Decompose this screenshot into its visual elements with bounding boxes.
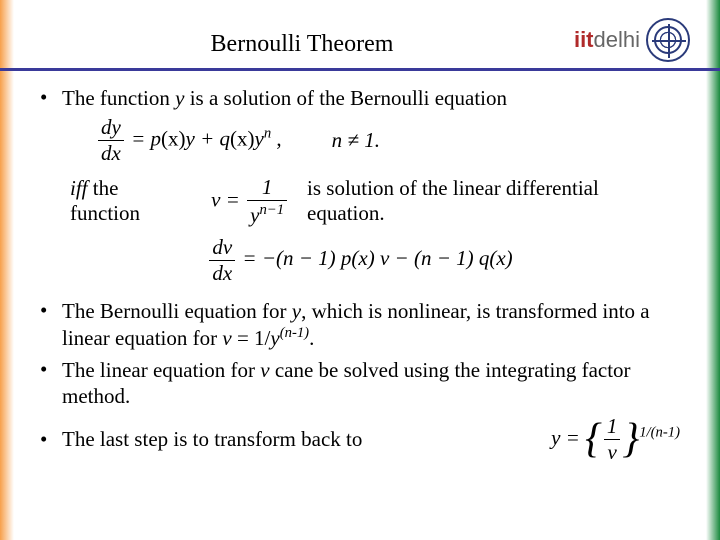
b2-y: y xyxy=(292,299,301,323)
iff-right: is solution of the linear differential e… xyxy=(307,176,680,226)
logo-text: iitdelhi xyxy=(574,27,640,53)
equation-2: dvdx = −(n − 1) p(x) v − (n − 1) q(x) xyxy=(40,237,680,284)
b2-exp: (n-1) xyxy=(280,325,309,341)
eq1-dx: dx xyxy=(98,140,124,164)
y-back: y = { 1v } 1/(n-1) xyxy=(551,416,680,463)
logo: iitdelhi xyxy=(574,18,690,62)
b2-pre: The Bernoulli equation for xyxy=(62,299,292,323)
eq1-a: = p xyxy=(131,127,161,151)
content: • The function y is a solution of the Be… xyxy=(0,71,720,479)
eq1-lhs: dydx = p(x)y + q(x)yn , xyxy=(96,117,282,164)
equation-1: dydx = p(x)y + q(x)yn , n ≠ 1. xyxy=(96,117,680,164)
b2-post: . xyxy=(309,326,314,350)
iff-label: iff the function xyxy=(70,176,193,226)
eq2-rhs: = −(n − 1) p(x) v − (n − 1) q(x) xyxy=(242,246,512,270)
bullet-1: • The function y is a solution of the Be… xyxy=(40,85,680,111)
v-eq: v = xyxy=(211,187,240,211)
logo-iit: iit xyxy=(574,27,594,52)
eq2-dx: dx xyxy=(209,260,235,284)
yb-num: 1 xyxy=(604,416,621,439)
page-title: Bernoulli Theorem xyxy=(30,31,574,62)
seal-icon xyxy=(646,18,690,62)
eq2-dv: dv xyxy=(209,237,235,260)
yb-eq: y = xyxy=(551,425,580,449)
yb-den: v xyxy=(604,439,619,463)
eq1-d: (x) xyxy=(230,127,255,151)
v-def: v = 1yn−1 xyxy=(211,177,289,226)
iff-row: iff the function v = 1yn−1 is solution o… xyxy=(70,176,680,226)
b2-eq: = 1/ xyxy=(232,326,271,350)
bullet-3-text: The linear equation for v cane be solved… xyxy=(62,357,680,410)
vdef-num: 1 xyxy=(259,177,276,200)
yb-exp: 1/(n-1) xyxy=(639,424,680,440)
logo-delhi: delhi xyxy=(594,27,640,52)
bullet-dot: • xyxy=(40,85,62,111)
eq1-sup: n xyxy=(264,126,271,142)
lbrace-icon: { xyxy=(585,418,602,460)
b3-v: v xyxy=(260,358,269,382)
bullet-4: • The last step is to transform back to … xyxy=(40,416,680,463)
b1-pre: The function xyxy=(62,86,175,110)
eq1-dy: dy xyxy=(98,117,124,140)
vdef-exp: n−1 xyxy=(259,202,284,218)
eq1-cond: n ≠ 1. xyxy=(332,128,380,153)
b3-pre: The linear equation for xyxy=(62,358,260,382)
bullet-dot: • xyxy=(40,357,62,410)
bullet-1-text: The function y is a solution of the Bern… xyxy=(62,85,680,111)
iff-word: iff xyxy=(70,176,88,200)
b1-post: is a solution of the Bernoulli equation xyxy=(184,86,507,110)
header: Bernoulli Theorem iitdelhi xyxy=(0,0,720,71)
bullet-dot: • xyxy=(40,427,62,452)
bullet-2-text: The Bernoulli equation for y, which is n… xyxy=(62,298,680,352)
bullet-3: • The linear equation for v cane be solv… xyxy=(40,357,680,410)
bullet-dot: • xyxy=(40,298,62,352)
rbrace-icon: } xyxy=(622,418,639,460)
eq1-b: (x) xyxy=(161,127,186,151)
b2-ypow: y xyxy=(270,326,279,350)
bullet-4-text: The last step is to transform back to xyxy=(62,426,541,452)
eq1-e: y xyxy=(255,127,264,151)
b2-v: v xyxy=(222,326,231,350)
eq1-comma: , xyxy=(276,127,281,151)
eq1-c: y + q xyxy=(186,127,231,151)
bullet-2: • The Bernoulli equation for y, which is… xyxy=(40,298,680,352)
